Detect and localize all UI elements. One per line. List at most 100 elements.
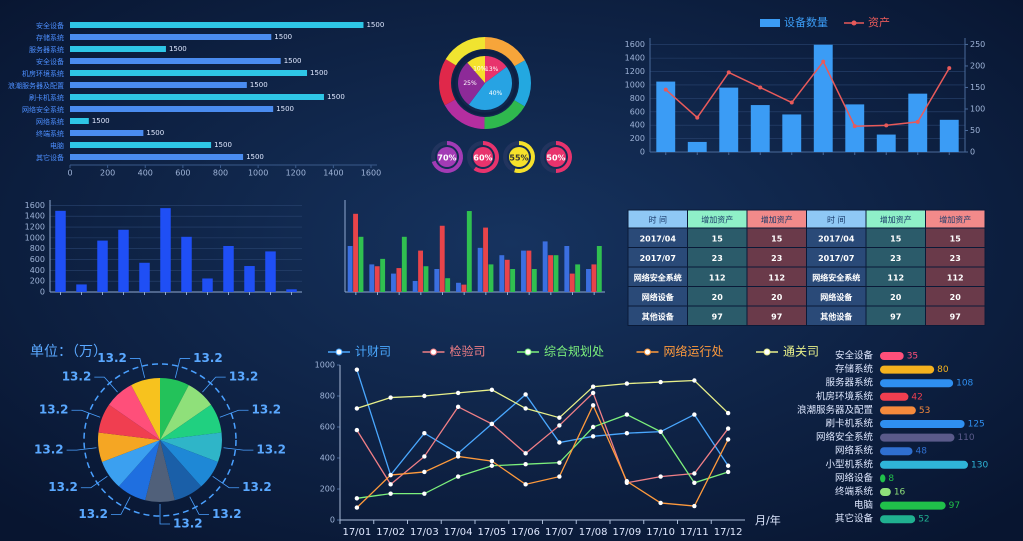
legend-label: 检验司 <box>450 344 486 359</box>
leader-line <box>94 376 118 393</box>
gauge-label: 60% <box>473 154 492 163</box>
bar <box>488 264 494 292</box>
y-tick-label: 网络系统 <box>36 117 64 126</box>
gauge-core <box>546 147 566 167</box>
bar <box>880 392 909 401</box>
y-tick-label: 安全设备 <box>36 21 64 30</box>
slice-label: 13.2 <box>229 370 259 384</box>
bar <box>564 246 570 292</box>
y-tick-label: 1000 <box>25 233 45 242</box>
gauge-core <box>437 147 457 167</box>
bar-label: 1500 <box>327 93 345 101</box>
x-tick-label: 200 <box>100 169 115 178</box>
pie-slice <box>457 62 485 105</box>
line <box>356 369 729 477</box>
bar <box>880 406 916 415</box>
bar <box>412 280 418 292</box>
x-tick-label: 17/07 <box>545 527 574 538</box>
table-cell: 15 <box>890 234 902 243</box>
y-tick-label: 0 <box>40 288 45 297</box>
line-point <box>658 474 663 479</box>
bar <box>483 227 488 292</box>
table-cell: 20 <box>950 293 962 302</box>
bar <box>423 266 429 292</box>
pie-slice <box>108 385 160 440</box>
bar <box>181 236 192 292</box>
line-point <box>726 70 731 75</box>
x-tick-label: 1400 <box>323 169 343 178</box>
slice-label: 13.2 <box>242 480 272 494</box>
bar <box>202 278 213 292</box>
bar <box>591 264 597 292</box>
line <box>356 403 729 509</box>
pie-dashed-ring <box>83 363 237 517</box>
gauge-arc <box>473 141 499 173</box>
leader-line <box>202 376 226 393</box>
bar <box>504 259 510 292</box>
bar <box>880 352 904 360</box>
table-cell: 2017/04 <box>818 234 855 243</box>
legend-dot <box>851 20 857 26</box>
line-point <box>388 491 393 496</box>
bar-label: 1500 <box>284 57 302 65</box>
leader-line <box>71 409 101 418</box>
y-tick-label: 50 <box>970 126 980 135</box>
bar-label: 8 <box>888 474 894 484</box>
y-tick-label: 250 <box>970 40 985 49</box>
gauge-label: 70% <box>437 154 456 163</box>
x-tick-label: 17/01 <box>342 527 371 538</box>
bar <box>445 278 451 292</box>
leader-line <box>159 504 170 525</box>
x-tick-label: 17/05 <box>477 527 506 538</box>
table-cell: 23 <box>950 254 961 263</box>
table-cell: 97 <box>771 312 782 321</box>
y-tick-label: 存储系统 <box>36 33 64 42</box>
pie-slice <box>102 440 160 487</box>
line-point <box>388 395 393 400</box>
slice-label: 13% <box>485 66 499 73</box>
slice-label: 13.2 <box>48 480 78 494</box>
y-tick-label: 1400 <box>625 54 645 63</box>
line-point <box>725 463 731 468</box>
bar <box>880 420 965 428</box>
line <box>356 413 729 499</box>
bar <box>880 515 916 524</box>
table-cell: 112 <box>768 273 785 282</box>
line-point <box>590 403 596 408</box>
bar <box>569 273 575 292</box>
pie-slice <box>160 440 202 501</box>
bar-label: 1500 <box>146 129 164 137</box>
bar-label: 35 <box>907 352 918 362</box>
bar <box>782 114 802 152</box>
table-cell-bg <box>925 305 986 326</box>
x-tick-label: 400 <box>138 169 153 178</box>
bar <box>880 460 968 469</box>
bar-label: 1500 <box>169 45 187 53</box>
table-cell: 23 <box>712 254 723 263</box>
line-point <box>624 479 630 484</box>
bar <box>880 433 955 442</box>
pie-slice <box>131 378 160 440</box>
gauge-core <box>509 147 529 167</box>
line-point <box>590 390 596 396</box>
y-tick-label: 0 <box>640 148 645 157</box>
y-tick-label: 800 <box>320 392 335 401</box>
line-point <box>725 410 731 416</box>
y-tick-label: 200 <box>630 134 645 143</box>
category-label: 网络安全系统 <box>816 431 874 443</box>
table-cell: 其他设备 <box>642 311 675 321</box>
bar-label: 48 <box>915 447 927 457</box>
y-tick-label: 服务器系统 <box>29 45 64 54</box>
line-point <box>354 406 360 411</box>
table-cell: 97 <box>712 312 723 321</box>
leader-line <box>212 476 240 489</box>
legend-dot <box>430 348 437 356</box>
line-point <box>354 427 360 433</box>
bar-label: 1500 <box>276 105 294 113</box>
bar <box>244 266 255 292</box>
y-tick-label: 200 <box>30 277 45 286</box>
y-tick-label: 150 <box>970 83 985 92</box>
bar <box>880 379 954 388</box>
